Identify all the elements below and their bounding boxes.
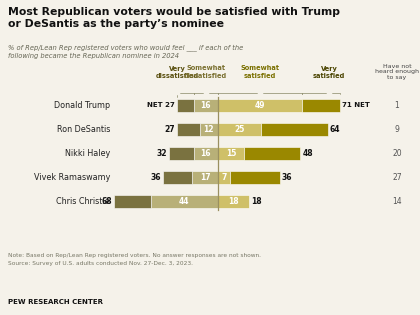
- Bar: [261, 123, 328, 135]
- Bar: [218, 146, 244, 159]
- Text: 18: 18: [251, 197, 262, 205]
- Text: 7: 7: [221, 173, 227, 181]
- Text: Vivek Ramaswamy: Vivek Ramaswamy: [34, 173, 110, 181]
- Text: 36: 36: [150, 173, 161, 181]
- Text: Donald Trump: Donald Trump: [54, 100, 110, 110]
- Text: 18: 18: [228, 197, 239, 205]
- Text: 1: 1: [395, 100, 399, 110]
- Bar: [114, 194, 151, 208]
- Text: 48: 48: [302, 148, 313, 158]
- Bar: [192, 170, 218, 184]
- Bar: [230, 170, 280, 184]
- Text: Source: Survey of U.S. adults conducted Nov. 27-Dec. 3, 2023.: Source: Survey of U.S. adults conducted …: [8, 261, 193, 266]
- Text: Chris Christie: Chris Christie: [56, 197, 110, 205]
- Bar: [194, 146, 218, 159]
- Bar: [177, 99, 194, 112]
- Text: 15: 15: [226, 148, 236, 158]
- Text: Note: Based on Rep/Lean Rep registered voters. No answer responses are not shown: Note: Based on Rep/Lean Rep registered v…: [8, 253, 261, 258]
- Bar: [200, 123, 218, 135]
- Text: Somewhat
dissatisfied: Somewhat dissatisfied: [184, 66, 227, 78]
- Text: 27: 27: [164, 124, 175, 134]
- Text: 16: 16: [200, 100, 211, 110]
- Text: 32: 32: [157, 148, 167, 158]
- Text: Very
dissatisfied: Very dissatisfied: [155, 66, 199, 78]
- Text: % of Rep/Lean Rep registered voters who would feel ___ if each of the
following : % of Rep/Lean Rep registered voters who …: [8, 44, 243, 59]
- Bar: [218, 99, 302, 112]
- Text: 68: 68: [101, 197, 112, 205]
- Text: 9: 9: [394, 124, 399, 134]
- Bar: [302, 99, 340, 112]
- Text: 12: 12: [204, 124, 214, 134]
- Text: 49: 49: [255, 100, 265, 110]
- Text: 14: 14: [392, 197, 402, 205]
- Bar: [169, 146, 194, 159]
- Text: Most Republican voters would be satisfied with Trump
or DeSantis as the party’s : Most Republican voters would be satisfie…: [8, 7, 340, 29]
- Bar: [218, 170, 230, 184]
- Text: 64: 64: [330, 124, 341, 134]
- Text: 16: 16: [200, 148, 211, 158]
- Text: NET 27: NET 27: [147, 102, 175, 108]
- Text: 17: 17: [200, 173, 210, 181]
- Text: 25: 25: [234, 124, 245, 134]
- Bar: [194, 99, 218, 112]
- Bar: [244, 146, 300, 159]
- Text: 20: 20: [392, 148, 402, 158]
- Text: Very
satisfied: Very satisfied: [313, 66, 345, 78]
- Text: 27: 27: [392, 173, 402, 181]
- Bar: [151, 194, 218, 208]
- Bar: [218, 194, 249, 208]
- Text: Ron DeSantis: Ron DeSantis: [57, 124, 110, 134]
- Bar: [218, 123, 261, 135]
- Text: Nikki Haley: Nikki Haley: [65, 148, 110, 158]
- Text: 44: 44: [179, 197, 189, 205]
- Text: PEW RESEARCH CENTER: PEW RESEARCH CENTER: [8, 299, 103, 305]
- Text: Somewhat
satisfied: Somewhat satisfied: [241, 66, 280, 78]
- Text: 36: 36: [282, 173, 292, 181]
- Text: Have not
heard enough
to say: Have not heard enough to say: [375, 64, 419, 80]
- Text: 71 NET: 71 NET: [342, 102, 370, 108]
- Bar: [177, 123, 200, 135]
- Bar: [163, 170, 192, 184]
